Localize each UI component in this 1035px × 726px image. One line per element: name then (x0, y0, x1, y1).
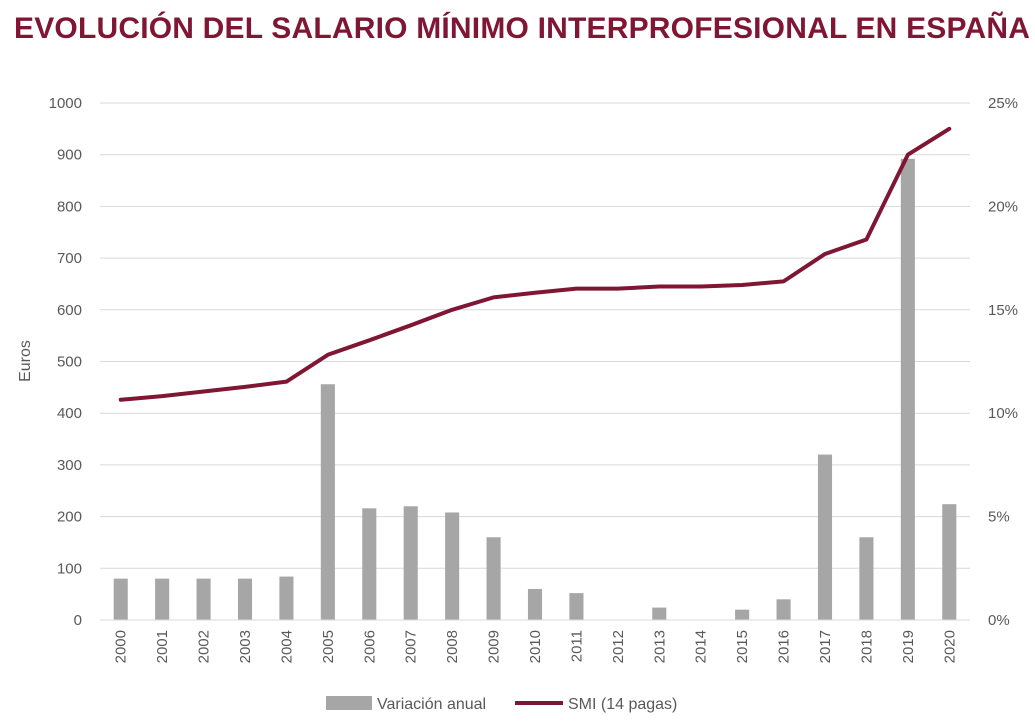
bar (237, 578, 253, 620)
x-tick-label: 2016 (776, 630, 793, 663)
line-smi (118, 126, 952, 402)
y-tick-label-left: 500 (57, 354, 82, 371)
gridlines (100, 102, 970, 621)
y-tick-label-left: 300 (57, 457, 82, 474)
y-tick-label-right: 20% (988, 198, 1018, 215)
bar (445, 512, 460, 620)
y-tick-label-left: 900 (57, 147, 82, 164)
y-axis-title: Euros (17, 340, 34, 382)
legend-label-variacion-anual: Variación anual (377, 696, 486, 713)
bar (155, 578, 170, 620)
bar (569, 593, 584, 620)
x-tick-label: 2007 (403, 630, 420, 663)
line-series-smi (118, 126, 952, 402)
bar (527, 588, 543, 620)
y-tick-label-left: 100 (57, 560, 82, 577)
y-tick-label-left: 200 (57, 509, 82, 526)
bar (279, 576, 294, 620)
bar (776, 599, 791, 620)
legend-label-smi: SMI (14 pagas) (568, 696, 677, 713)
x-tick-label: 2019 (900, 630, 917, 663)
x-tick-label: 2018 (858, 630, 875, 663)
x-tick-label: 2020 (941, 630, 958, 663)
bar (900, 158, 915, 620)
bar (942, 504, 957, 620)
bars-variacion-anual (113, 158, 957, 620)
x-tick-label: 2000 (113, 630, 130, 663)
legend: Variación anual SMI (14 pagas) (326, 696, 677, 713)
bar (486, 537, 501, 620)
y-tick-label-left: 700 (57, 250, 82, 267)
y-tick-label-right: 15% (988, 302, 1018, 319)
bar (113, 578, 128, 620)
bar (652, 607, 667, 620)
x-tick-label: 2012 (610, 630, 627, 663)
x-tick-label: 2013 (651, 630, 668, 663)
bar (403, 506, 418, 620)
x-tick-label: 2006 (361, 630, 378, 663)
x-tick-label: 2008 (444, 630, 461, 663)
y-tick-label-right: 0% (988, 612, 1010, 629)
y-tick-label-left: 800 (57, 198, 82, 215)
bar (859, 537, 874, 620)
x-tick-label: 2017 (817, 630, 834, 663)
bar (196, 578, 211, 620)
x-tick-label: 2010 (527, 630, 544, 663)
x-tick-label: 2002 (196, 630, 213, 663)
y-tick-label-left: 600 (57, 302, 82, 319)
y-tick-label-right: 10% (988, 405, 1018, 422)
axes: 0 100 200 300 400 500 600 700 800 900 1000 0% 5% 10% 1… (49, 95, 1018, 663)
x-tick-label: 2015 (734, 630, 751, 663)
chart-title: EVOLUCIÓN DEL SALARIO MÍNIMO INTERPROFES… (14, 12, 1031, 45)
x-tick-label: 2011 (568, 630, 585, 662)
x-tick-label: 2005 (320, 630, 337, 663)
y-tick-label-right: 25% (988, 95, 1018, 112)
y-tick-label-left: 0 (74, 612, 82, 629)
x-tick-label: 2001 (154, 630, 171, 663)
bar (362, 508, 377, 620)
x-tick-label: 2009 (486, 630, 503, 663)
y-tick-label-right: 5% (988, 509, 1010, 526)
x-tick-label: 2004 (278, 630, 295, 663)
x-tick-label: 2003 (237, 630, 254, 663)
bar (320, 384, 335, 620)
y-tick-label-left: 1000 (49, 95, 82, 112)
bar (735, 609, 750, 620)
bar (817, 454, 833, 620)
y-tick-label-left: 400 (57, 405, 82, 422)
legend-swatch-variacion-anual (326, 696, 372, 710)
x-tick-label: 2014 (693, 630, 710, 663)
